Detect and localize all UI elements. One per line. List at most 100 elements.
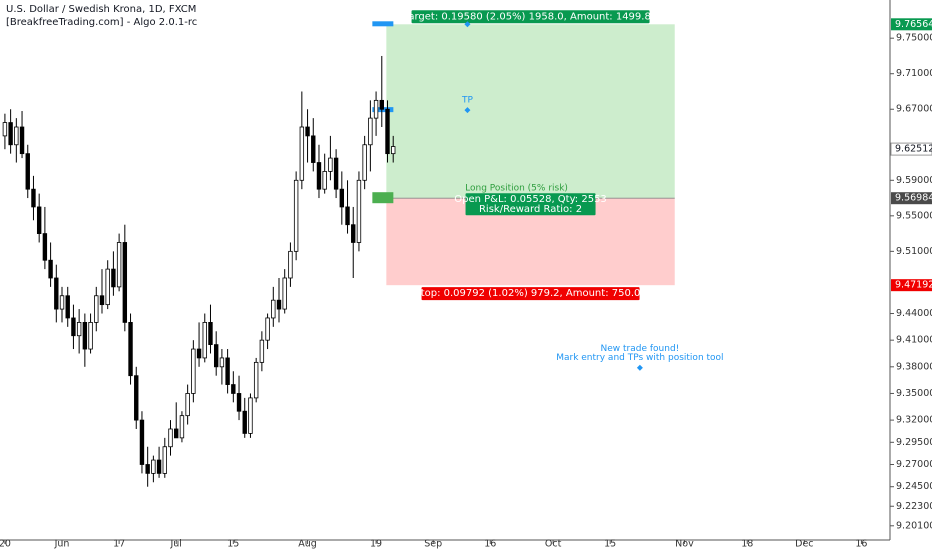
candle-body: [145, 464, 150, 474]
y-tick-label: 9.22300: [896, 501, 932, 512]
candle-body: [339, 188, 345, 208]
annotation-diamond: [464, 107, 471, 114]
candle-body: [151, 459, 156, 474]
candle-body: [219, 357, 225, 368]
price-label-box: [891, 18, 932, 31]
candle-body: [345, 206, 350, 226]
candle-body: [316, 162, 322, 190]
y-tick-label: 9.55000: [896, 210, 932, 221]
x-tick-label: Sep: [424, 539, 442, 550]
price-label-box: [890, 142, 932, 156]
candle-body: [288, 250, 293, 279]
x-tick-label: 16: [484, 539, 496, 550]
x-tick-label: 20: [0, 539, 11, 550]
candle-body: [213, 344, 219, 368]
price-label-box: [891, 192, 932, 205]
candle-body: [65, 295, 70, 319]
candle-body: [202, 322, 207, 359]
candle-body: [391, 146, 396, 155]
y-tick-label: 9.41000: [896, 335, 932, 346]
candle-body: [208, 322, 213, 346]
price-label: 9.47192: [895, 280, 932, 291]
candle-body: [162, 446, 167, 474]
y-tick-label: 9.38000: [896, 361, 932, 372]
annotation-text: New trade found!: [601, 344, 680, 354]
target-marker: [372, 21, 394, 27]
candle-body: [31, 188, 36, 208]
plot: Target: 0.19580 (2.05%) 1958.0, Amount: …: [2, 10, 724, 487]
position-label: Long Position (5% risk): [465, 184, 568, 194]
price-label-box: [891, 279, 932, 292]
candle-body: [191, 348, 196, 394]
candle-body: [25, 153, 30, 190]
x-tick-label: 16: [855, 539, 867, 550]
candle-body: [305, 126, 310, 137]
candle-body: [185, 393, 190, 417]
candle-body: [2, 122, 8, 137]
target-box: [411, 10, 650, 24]
y-tick-label: 9.24500: [896, 481, 932, 492]
x-tick-label: Jun: [54, 539, 70, 550]
chart-subtitle: [BreakfreeTrading.com] - Algo 2.0.1-rc: [6, 17, 197, 28]
x-tick-label: Aug: [298, 539, 317, 550]
x-tick-label: Dec: [795, 539, 813, 550]
y-tick-label: 9.71000: [896, 68, 932, 79]
candle-body: [116, 242, 122, 288]
candle-body: [134, 375, 139, 421]
candle-body: [356, 179, 362, 243]
candle-body: [71, 317, 76, 337]
candle-body: [14, 126, 19, 146]
x-tick-label: 19: [370, 539, 382, 550]
x-tick-label: 17: [113, 539, 125, 550]
profit-zone: [386, 24, 675, 199]
x-tick-label: Nov: [675, 539, 694, 550]
target-text: Target: 0.19580 (2.05%) 1958.0, Amount: …: [403, 11, 657, 22]
candle-body: [379, 99, 384, 110]
candle-body: [225, 357, 230, 385]
entry-marker: [372, 192, 394, 204]
candle-body: [333, 157, 339, 190]
candle-body: [42, 233, 48, 261]
candle-body: [368, 117, 373, 146]
candle-body: [54, 277, 59, 310]
candle-body: [362, 144, 367, 181]
candle-body: [48, 259, 53, 279]
y-tick-label: 9.44000: [896, 308, 932, 319]
candle-body: [36, 206, 42, 234]
candle-body: [76, 322, 82, 337]
candle-body: [293, 179, 299, 252]
candle-body: [299, 126, 305, 181]
candle-body: [168, 428, 173, 448]
y-tick-label: 9.27000: [896, 459, 932, 470]
y-tick-label: 9.59000: [896, 175, 932, 186]
y-tick-label: 9.67000: [896, 104, 932, 115]
pnl-text: Open P&L: 0.05528, Qty: 2553: [454, 194, 607, 205]
candle-body: [94, 295, 99, 323]
candle-body: [253, 361, 259, 399]
candle-body: [276, 299, 282, 310]
candle-body: [282, 277, 287, 310]
candle-body: [179, 415, 185, 439]
candle-body: [111, 268, 116, 288]
candle-body: [248, 397, 253, 434]
pnl-box: [465, 193, 596, 216]
candle-body: [242, 410, 247, 434]
candle-body: [59, 295, 65, 310]
candle-body: [385, 108, 390, 155]
y-tick-label: 9.32000: [896, 415, 932, 426]
candle-body: [105, 268, 110, 306]
candle-body: [99, 295, 105, 306]
y-tick-label: 9.75000: [896, 33, 932, 44]
candle-body: [122, 242, 128, 323]
candle-body: [196, 348, 202, 359]
x-tick-label: 18: [741, 539, 753, 550]
price-label: 9.76564: [895, 19, 932, 30]
candle-body: [259, 339, 265, 363]
x-tick-label: Jul: [169, 539, 181, 550]
candle-body: [231, 384, 236, 394]
price-label: 9.56984: [895, 193, 932, 204]
candle-body: [373, 99, 379, 119]
annotation-diamond: [636, 364, 643, 371]
candle-body: [265, 317, 270, 341]
candle-body: [156, 459, 162, 474]
